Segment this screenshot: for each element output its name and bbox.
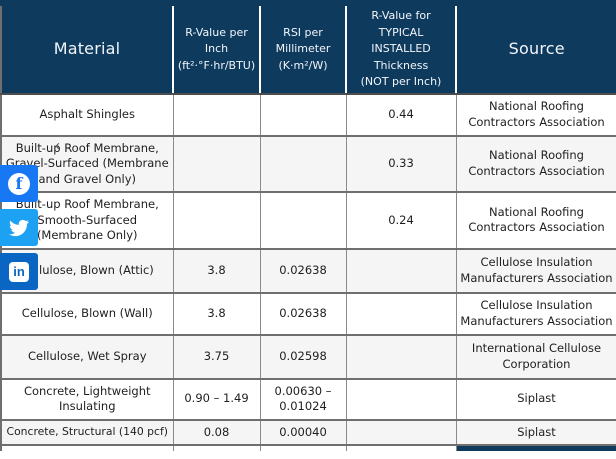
cell-source: International Cellulose Corporation: [455, 334, 616, 380]
cell-material: Cellulose, Wet Spray: [1, 334, 173, 380]
cell-source: Cellulose Insulation Manufacturers Assoc…: [455, 292, 616, 336]
table-row: Cellulose, Wet Spray 3.75 0.02598 Internati…: [1, 334, 616, 380]
table-row: Cellulose, Blown (Wall) 3.8 0.02638 Cellulo…: [1, 292, 616, 336]
cell-r_typical: [345, 378, 456, 421]
cell-r_typical: [345, 334, 456, 380]
cell-material: Concrete, Structural (140 pcf): [1, 419, 173, 447]
cell-r_per_inch: [172, 135, 260, 194]
twitter-bird-icon: [9, 218, 29, 238]
cell-r_per_inch: 3.8: [172, 292, 260, 336]
cell-r_typical: [345, 292, 456, 336]
table-row: Concrete, Structural (140 pcf) 0.08 0.0004…: [1, 419, 616, 447]
cell-source: National Roofing Contractors Association: [455, 93, 616, 137]
table-row: Concrete, Lightweight Insulating 0.90 – 1…: [1, 378, 616, 421]
peek-cell-source: [455, 445, 616, 452]
column-header-r_typical: R-Value for TYPICAL INSTALLED Thickness …: [345, 0, 456, 95]
table-row: Cellulose, Blown (Attic) 3.8 0.02638 Cellul…: [1, 248, 616, 294]
peek-cell-material: [1, 445, 173, 452]
column-header-material: Material: [1, 0, 173, 95]
cell-material: Concrete, Lightweight Insulating: [1, 378, 173, 421]
share-bar-collapse-chevron-icon[interactable]: ‹: [55, 137, 60, 154]
column-header-rsi_per_mm: RSI per Millimeter (K·m²/W): [259, 0, 346, 95]
linkedin-icon: in: [9, 261, 29, 282]
facebook-icon: f: [8, 172, 30, 195]
cell-r_per_inch: 3.75: [172, 334, 260, 380]
cell-rsi_per_mm: 0.00630 – 0.01024: [259, 378, 346, 421]
twitter-share-button[interactable]: [0, 209, 38, 246]
cell-r_typical: 0.44: [345, 93, 456, 137]
table-header: Material R-Value per Inch (ft²·°F·hr/BTU)…: [1, 0, 616, 95]
cell-source: Siplast: [455, 419, 616, 447]
cell-rsi_per_mm: 0.02638: [259, 292, 346, 336]
cell-rsi_per_mm: [259, 135, 346, 194]
cell-r_per_inch: 0.08: [172, 419, 260, 447]
peek-cell-rsi_per_mm: [259, 445, 346, 452]
cell-rsi_per_mm: [259, 93, 346, 137]
cell-source: Siplast: [455, 378, 616, 421]
cell-r_per_inch: 0.90 – 1.49: [172, 378, 260, 421]
peek-cell-r_per_inch: [172, 445, 260, 452]
cell-r_typical: [345, 248, 456, 294]
cell-source: National Roofing Contractors Association: [455, 135, 616, 194]
cell-source: National Roofing Contractors Association: [455, 192, 616, 250]
cell-source: Cellulose Insulation Manufacturers Assoc…: [455, 248, 616, 294]
cell-r_per_inch: [172, 192, 260, 250]
cell-r_per_inch: 3.8: [172, 248, 260, 294]
cell-rsi_per_mm: 0.00040: [259, 419, 346, 447]
facebook-share-button[interactable]: f: [0, 165, 38, 202]
cell-r_per_inch: [172, 93, 260, 137]
cell-rsi_per_mm: [259, 192, 346, 250]
peek-cell-r_typical: [345, 445, 456, 452]
cell-rsi_per_mm: 0.02598: [259, 334, 346, 380]
share-bar: f in: [0, 165, 38, 297]
cell-r_typical: 0.24: [345, 192, 456, 250]
next-row-peek: [1, 445, 616, 452]
linkedin-share-button[interactable]: in: [0, 253, 38, 290]
cell-r_typical: 0.33: [345, 135, 456, 194]
cell-material: Asphalt Shingles: [1, 93, 173, 137]
cell-rsi_per_mm: 0.02638: [259, 248, 346, 294]
cell-r_typical: [345, 419, 456, 447]
table-body: Asphalt Shingles 0.44 National Roofing Con…: [1, 93, 616, 452]
cell-material: Cellulose, Blown (Wall): [1, 292, 173, 336]
table-row: Built-up Roof Membrane, Gravel-Surfaced …: [1, 135, 616, 194]
column-header-source: Source: [455, 0, 616, 95]
column-header-r_per_inch: R-Value per Inch (ft²·°F·hr/BTU): [172, 0, 260, 95]
header-row: Material R-Value per Inch (ft²·°F·hr/BTU)…: [1, 0, 616, 95]
table-row: Asphalt Shingles 0.44 National Roofing Con…: [1, 93, 616, 137]
table-row: Built-up Roof Membrane, Smooth-Surfaced …: [1, 192, 616, 250]
